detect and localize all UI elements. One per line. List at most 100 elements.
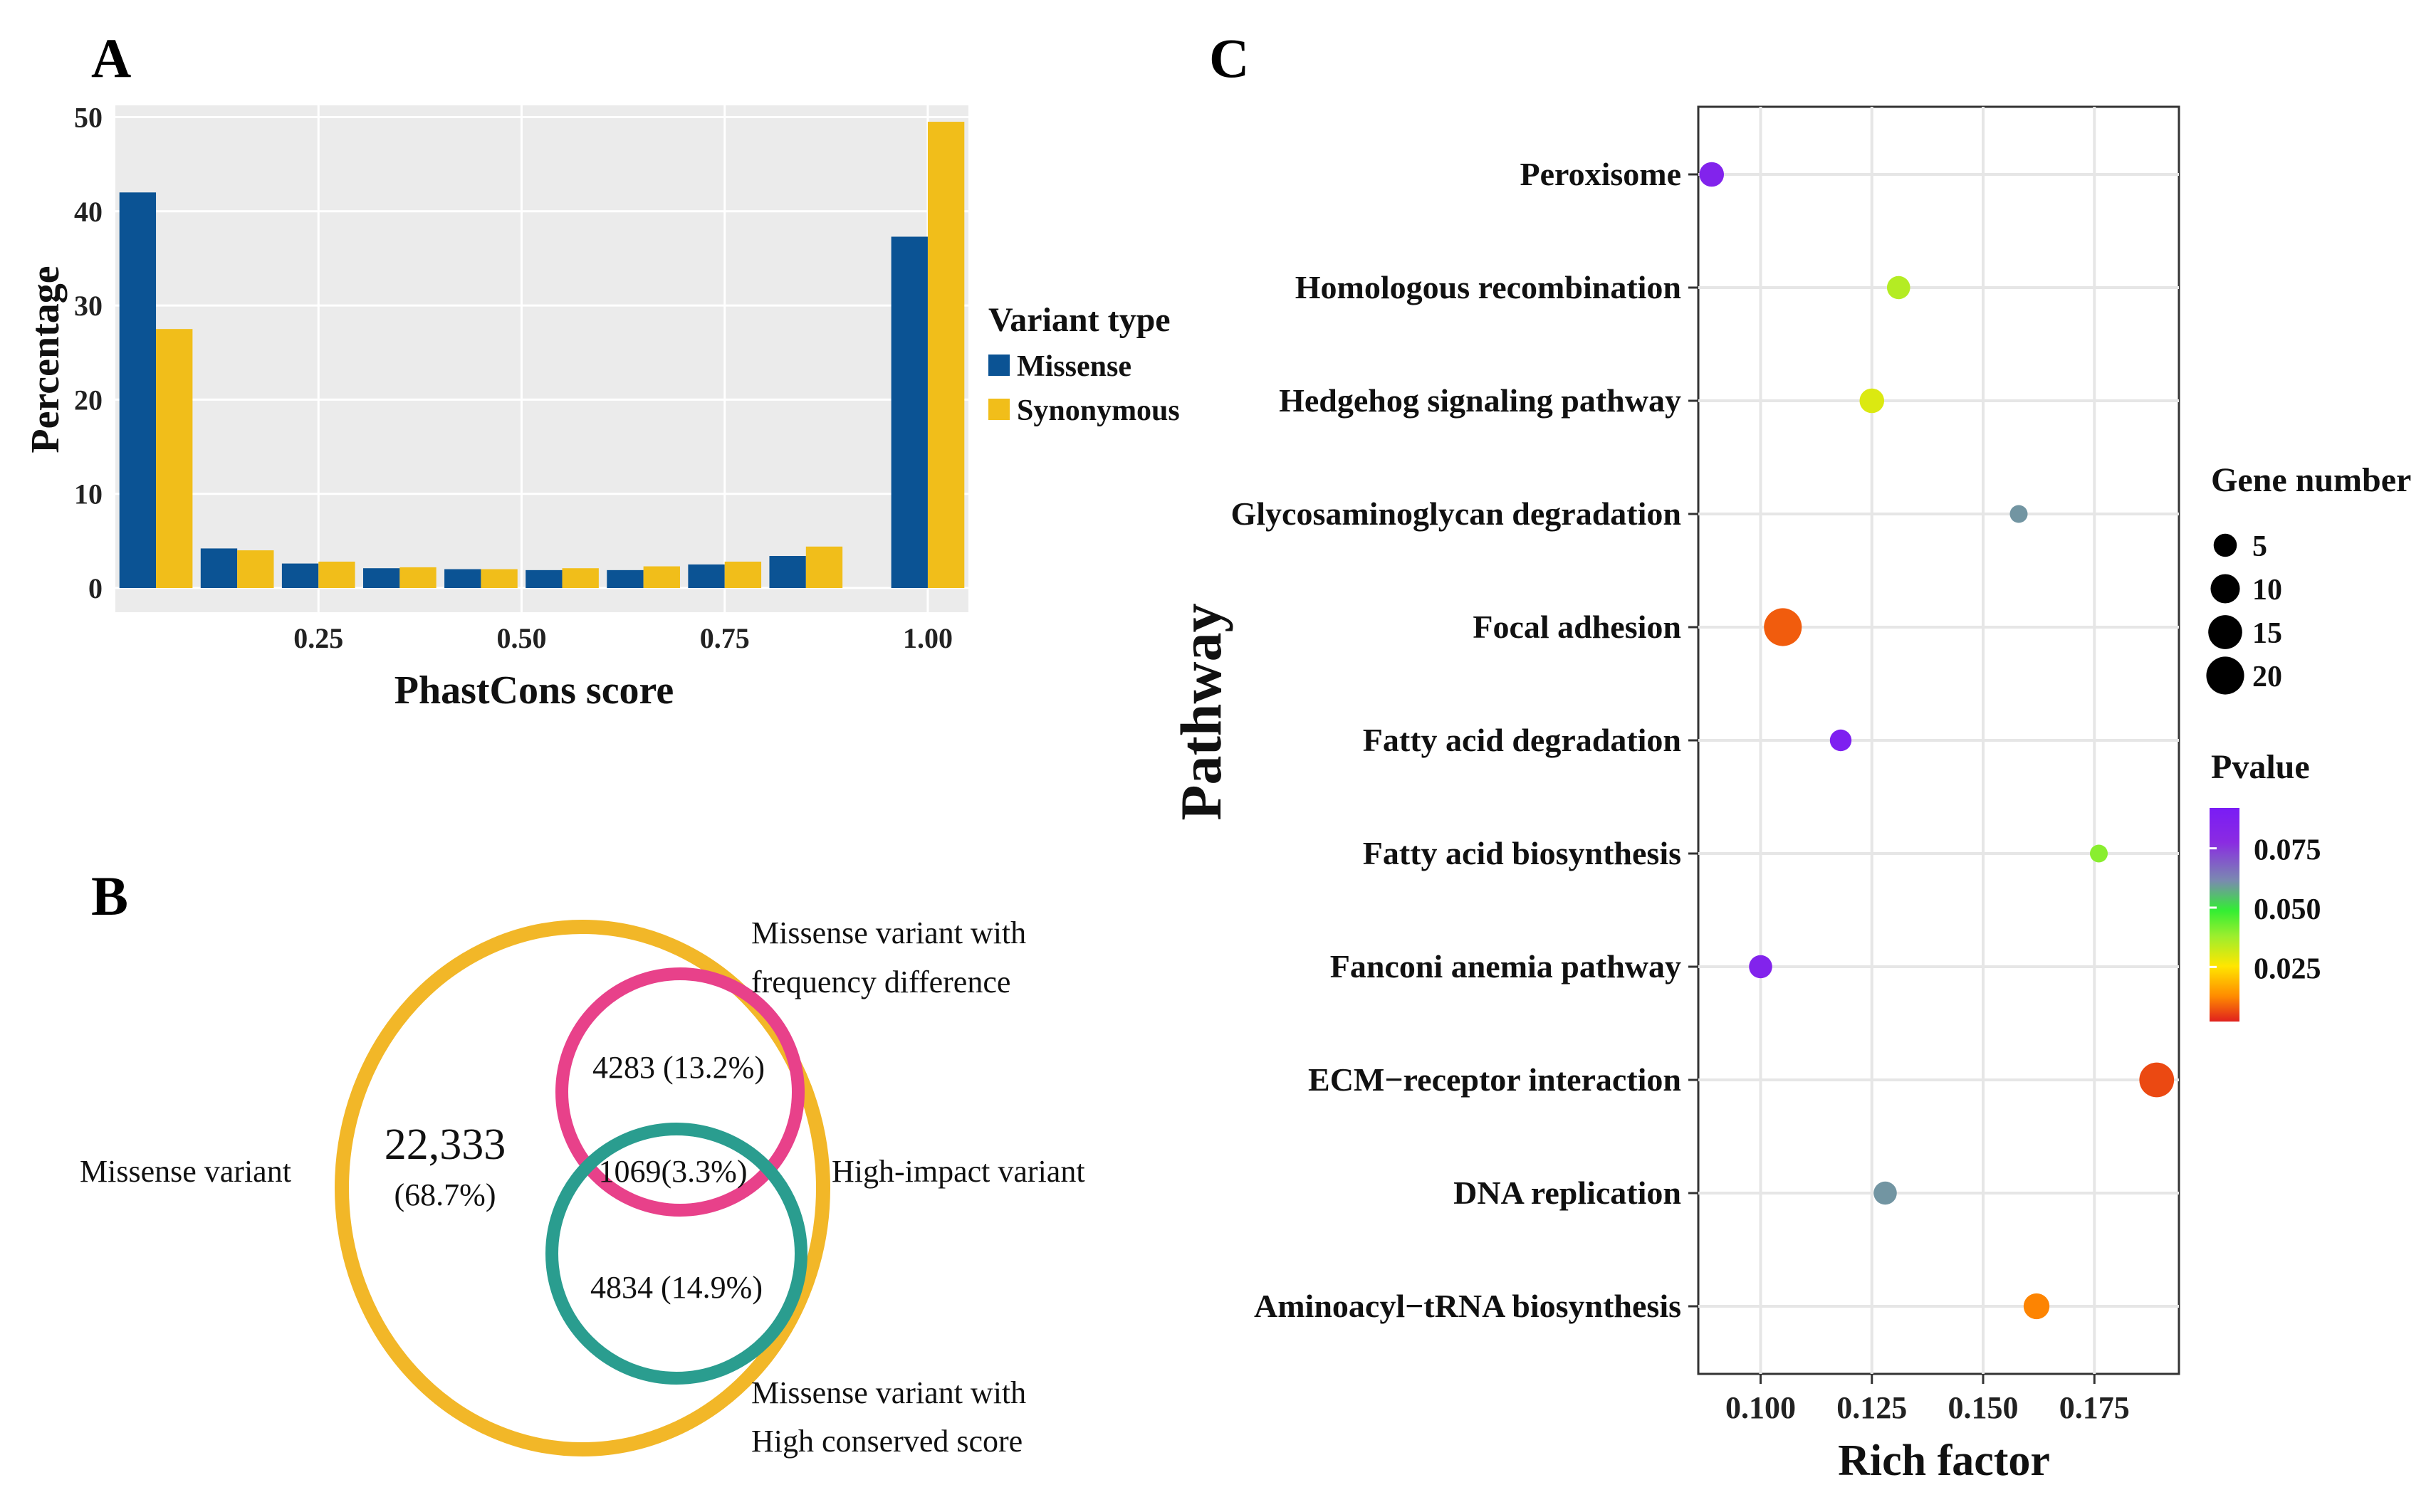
dot-9 xyxy=(1873,1181,1897,1205)
panel-a-legend-title: Variant type xyxy=(988,301,1171,339)
bar-missense-4 xyxy=(444,569,481,588)
bar-missense-1 xyxy=(200,548,238,588)
a-x-tick-label: 0.25 xyxy=(293,622,343,654)
venn-teal-label-line1: Missense variant with xyxy=(751,1375,1026,1410)
panel-a-x-axis-title: PhastCons score xyxy=(394,668,674,713)
dot-8 xyxy=(2139,1062,2175,1098)
dot-2 xyxy=(1859,388,1885,414)
panel-a-bars xyxy=(119,122,965,589)
panel-b-venn-diagram: 22,333 (68.7%) Missense variant 4283 (13… xyxy=(80,915,1085,1459)
bar-missense-5 xyxy=(526,569,563,588)
a-y-tick-label: 50 xyxy=(74,101,103,133)
panel-c-dots xyxy=(1699,162,2175,1320)
c-x-tick-label: 0.100 xyxy=(1725,1390,1796,1425)
bar-synonymous-7 xyxy=(724,561,762,588)
bar-synonymous-0 xyxy=(156,329,193,588)
bar-missense-2 xyxy=(281,563,319,588)
gene-number-legend-dot xyxy=(2213,533,2237,557)
pathway-label-4: Focal adhesion xyxy=(1473,609,1681,645)
panel-c-y-axis-title: Pathway xyxy=(1169,603,1233,820)
panel-c-x-ticks: 0.100 0.125 0.150 0.175 xyxy=(1725,1374,2130,1425)
pathway-label-5: Fatty acid degradation xyxy=(1363,722,1681,758)
bar-synonymous-6 xyxy=(643,566,680,588)
venn-outer-percent: (68.7%) xyxy=(394,1177,496,1212)
pathway-label-3: Glycosaminoglycan degradation xyxy=(1230,495,1681,532)
venn-pink-label-line2: frequency difference xyxy=(751,965,1010,999)
dot-0 xyxy=(1699,162,1725,187)
panel-c-pathway-labels: Peroxisome Homologous recombination Hedgeh… xyxy=(1230,156,1681,1324)
pathway-label-9: DNA replication xyxy=(1453,1175,1681,1211)
bar-synonymous-4 xyxy=(481,569,518,588)
pvalue-legend-title: Pvalue xyxy=(2211,748,2310,786)
gene-number-legend-label: 15 xyxy=(2252,617,2282,650)
pvalue-legend-tick-label: 0.075 xyxy=(2254,834,2321,867)
pathway-label-10: Aminoacyl−tRNA biosynthesis xyxy=(1254,1288,1681,1324)
dot-3 xyxy=(2009,505,2028,523)
pathway-label-7: Fanconi anemia pathway xyxy=(1330,948,1681,985)
dot-1 xyxy=(1886,275,1910,300)
venn-outer-count: 22,333 xyxy=(385,1120,506,1169)
bar-missense-7 xyxy=(688,564,725,588)
a-x-tick-label: 1.00 xyxy=(903,622,953,654)
pvalue-legend-tick-label: 0.050 xyxy=(2254,893,2321,926)
dot-7 xyxy=(1749,955,1772,979)
venn-pink-value: 4283 (13.2%) xyxy=(592,1050,765,1085)
pvalue-colorbar xyxy=(2210,808,2239,1022)
pvalue-legend-ticks: 0.075 0.050 0.025 xyxy=(2210,834,2321,985)
pathway-label-0: Peroxisome xyxy=(1520,156,1681,192)
panel-a-y-axis-title: Percentage xyxy=(23,266,68,453)
gene-number-legend-dot xyxy=(2208,615,2242,649)
venn-outer-label: Missense variant xyxy=(80,1154,291,1189)
legend-missense-label: Missense xyxy=(1017,350,1131,383)
panel-c-x-axis-title: Rich factor xyxy=(1838,1437,2050,1485)
gene-number-legend-title: Gene number xyxy=(2211,461,2411,499)
legend-synonymous-swatch xyxy=(988,399,1010,420)
panel-a-plot-background xyxy=(115,105,968,612)
bar-missense-6 xyxy=(607,569,644,588)
panel-a-letter: A xyxy=(91,27,131,89)
bar-synonymous-3 xyxy=(399,567,437,588)
gene-number-legend-label: 10 xyxy=(2252,574,2282,607)
pvalue-legend-tick-label: 0.025 xyxy=(2254,952,2321,985)
pathway-label-6: Fatty acid biosynthesis xyxy=(1363,835,1681,871)
legend-missense-swatch xyxy=(988,355,1010,376)
panel-a-x-ticks: 0.25 0.50 0.75 1.00 xyxy=(293,622,953,654)
pathway-label-2: Hedgehog signaling pathway xyxy=(1279,382,1681,419)
dot-10 xyxy=(2023,1293,2050,1320)
bar-synonymous-8 xyxy=(805,546,843,588)
bar-synonymous-2 xyxy=(318,561,355,588)
dot-5 xyxy=(1829,729,1852,752)
a-y-tick-label: 10 xyxy=(74,478,103,510)
bar-missense-0 xyxy=(119,192,157,588)
bar-synonymous-5 xyxy=(562,568,599,588)
c-x-tick-label: 0.150 xyxy=(1948,1390,2019,1425)
a-x-tick-label: 0.75 xyxy=(700,622,750,654)
gene-number-legend-label: 20 xyxy=(2252,661,2282,693)
gene-number-legend-dot xyxy=(2206,656,2244,695)
dot-4 xyxy=(1764,608,1802,646)
pathway-label-8: ECM−receptor interaction xyxy=(1308,1061,1681,1098)
panel-c-gridlines xyxy=(1688,107,2179,1374)
bar-missense-8 xyxy=(769,556,806,588)
a-x-tick-label: 0.50 xyxy=(496,622,546,654)
panel-b-letter: B xyxy=(91,865,128,927)
venn-teal-label-line2: High conserved score xyxy=(751,1424,1023,1459)
a-y-tick-label: 40 xyxy=(74,196,103,228)
bar-synonymous-1 xyxy=(237,550,274,588)
venn-overlap-value: 1069(3.3%) xyxy=(599,1154,748,1189)
dot-6 xyxy=(2089,844,2108,863)
c-x-tick-label: 0.175 xyxy=(2059,1390,2130,1425)
a-y-tick-label: 20 xyxy=(74,384,103,416)
gene-number-legend-dot xyxy=(2210,574,2240,604)
a-y-tick-label: 0 xyxy=(88,572,103,604)
c-x-tick-label: 0.125 xyxy=(1836,1390,1907,1425)
bar-missense-10 xyxy=(891,236,928,588)
gene-number-legend: 5 10 15 20 xyxy=(2206,530,2282,695)
legend-synonymous-label: Synonymous xyxy=(1017,394,1180,427)
panel-a-bar-chart: 0 10 20 30 40 50 0.25 0.50 0.75 1.00 PhastCons s… xyxy=(23,101,1180,713)
bar-missense-3 xyxy=(362,568,400,588)
gene-number-legend-label: 5 xyxy=(2252,530,2267,563)
pathway-label-1: Homologous recombination xyxy=(1295,269,1681,305)
a-y-tick-label: 30 xyxy=(74,290,103,322)
venn-pink-circle xyxy=(555,967,805,1217)
